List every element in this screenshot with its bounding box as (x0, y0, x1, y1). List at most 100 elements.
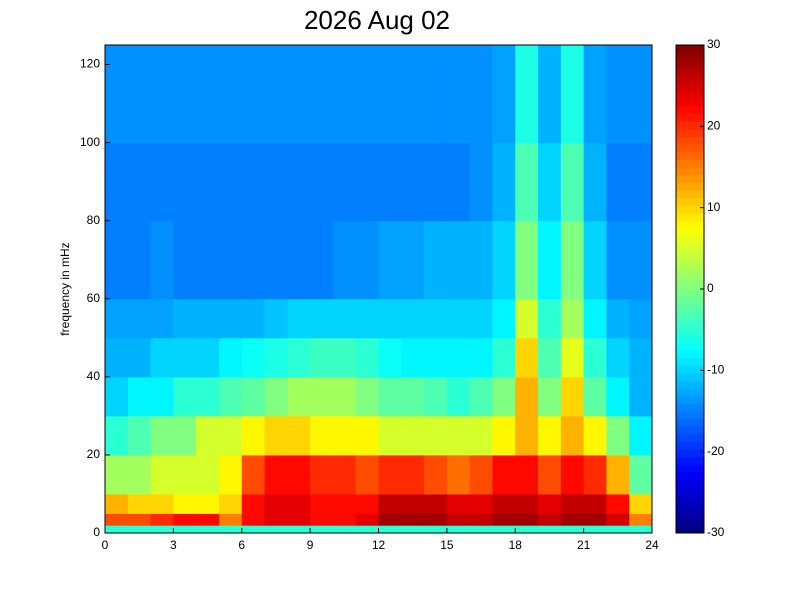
heatmap-cell (401, 525, 425, 534)
heatmap-cell (196, 454, 220, 495)
heatmap-cell (401, 376, 425, 417)
heatmap-cell (424, 525, 448, 534)
heatmap-cell (355, 525, 379, 534)
heatmap-cell (583, 525, 607, 534)
heatmap-cell (218, 142, 243, 222)
heatmap-cell (310, 45, 334, 144)
heatmap-cell (218, 376, 243, 417)
heatmap-cell (310, 298, 334, 339)
colorbar-swatch (676, 365, 704, 374)
heatmap-cell (469, 337, 493, 378)
heatmap-cell (446, 513, 471, 526)
heatmap-cell (310, 142, 334, 222)
heatmap-cell (218, 298, 243, 339)
colorbar-swatch (676, 350, 704, 359)
heatmap-cell (629, 142, 653, 222)
colorbar-tick-label: -10 (707, 363, 725, 377)
heatmap-cell (469, 454, 493, 495)
heatmap-cell (424, 454, 448, 495)
heatmap-cell (241, 454, 266, 495)
heatmap-cell (378, 513, 402, 526)
x-tick-label: 18 (509, 538, 523, 552)
heatmap-cell (606, 45, 630, 144)
colorbar-tick-label: 30 (707, 37, 721, 51)
heatmap-cell (629, 298, 653, 339)
heatmap-cell (287, 220, 311, 300)
heatmap-cell (264, 298, 288, 339)
heatmap-cell (492, 142, 516, 222)
y-tick-label: 40 (87, 369, 101, 383)
heatmap-cell (606, 298, 630, 339)
colorbar-swatch (676, 189, 704, 198)
colorbar-swatch (676, 258, 704, 267)
heatmap-cell (127, 525, 152, 534)
heatmap-cell (492, 454, 516, 495)
heatmap-cell (401, 415, 425, 456)
colorbar-swatch (676, 449, 704, 458)
colorbar-swatch (676, 144, 704, 153)
heatmap-cell (150, 376, 174, 417)
heatmap-cell (264, 142, 288, 222)
heatmap-cell (446, 220, 471, 300)
heatmap-cell (378, 493, 402, 514)
colorbar-swatch (676, 510, 704, 519)
heatmap-cell (264, 45, 288, 144)
colorbar-swatch (676, 494, 704, 503)
chart-title: 2026 Aug 02 (304, 5, 450, 35)
heatmap-cell (401, 220, 425, 300)
heatmap-cell (606, 513, 630, 526)
heatmap-cell (446, 298, 471, 339)
heatmap-cell (332, 415, 357, 456)
heatmap-cell (241, 45, 266, 144)
heatmap-cell (264, 493, 288, 514)
heatmap-cell (515, 376, 539, 417)
heatmap-cell (378, 142, 402, 222)
heatmap-cell (492, 45, 516, 144)
heatmap-cell (560, 454, 585, 495)
heatmap-cell (606, 493, 630, 514)
heatmap-cell (127, 376, 152, 417)
heatmap-cell (424, 298, 448, 339)
heatmap-cell (173, 45, 197, 144)
x-tick-label: 3 (170, 538, 177, 552)
heatmap-cell (332, 142, 357, 222)
colorbar-swatch (676, 525, 704, 534)
colorbar-swatch (676, 60, 704, 69)
heatmap-cell (629, 525, 653, 534)
heatmap-cell (355, 142, 379, 222)
colorbar-swatch (676, 372, 704, 381)
colorbar-swatch (676, 388, 704, 397)
heatmap-cell (538, 220, 562, 300)
y-tick-label: 100 (80, 135, 100, 149)
colorbar-swatch (676, 106, 704, 115)
colorbar-swatch (676, 395, 704, 404)
heatmap-cell (629, 337, 653, 378)
heatmap-cell (515, 513, 539, 526)
heatmap-cell (538, 513, 562, 526)
heatmap-cell (105, 45, 129, 144)
heatmap-cell (241, 513, 266, 526)
heatmap-cell (196, 376, 220, 417)
colorbar-swatch (676, 98, 704, 107)
heatmap-cell (173, 220, 197, 300)
heatmap-cell (241, 493, 266, 514)
colorbar-swatch (676, 502, 704, 511)
heatmap-cell (469, 376, 493, 417)
heatmap-cell (492, 298, 516, 339)
colorbar-swatch (676, 235, 704, 244)
heatmap-cell (424, 337, 448, 378)
heatmap-cell (127, 454, 152, 495)
colorbar-swatch (676, 273, 704, 282)
y-tick-label: 20 (87, 447, 101, 461)
colorbar-swatch (676, 151, 704, 160)
heatmap-cell (538, 493, 562, 514)
heatmap-cell (560, 220, 585, 300)
heatmap-cell (241, 298, 266, 339)
heatmap-cell (105, 525, 129, 534)
y-tick-label: 60 (87, 291, 101, 305)
heatmap-cell (401, 454, 425, 495)
heatmap-cell (560, 493, 585, 514)
heatmap-cell (332, 298, 357, 339)
heatmap-cell (515, 525, 539, 534)
